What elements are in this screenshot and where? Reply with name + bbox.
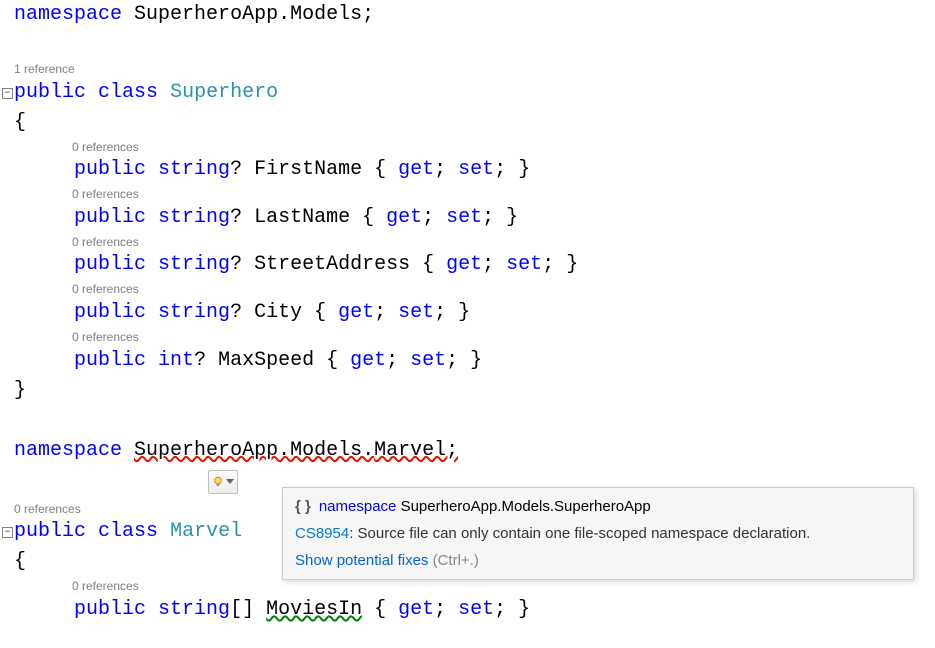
prop-maxspeed[interactable]: public int? MaxSpeed { get; set; }	[2, 346, 935, 376]
chevron-down-icon	[226, 479, 234, 484]
namespace-error: SuperheroApp.Models.Marvel;	[134, 439, 458, 462]
prop-firstname[interactable]: public string? FirstName { get; set; }	[2, 155, 935, 185]
blank-line	[2, 406, 935, 436]
class-references[interactable]: 1 reference	[2, 62, 935, 78]
prop-references[interactable]: 0 references	[2, 140, 935, 156]
line-class-decl[interactable]: public class Superhero	[2, 78, 935, 108]
prop-warning: MoviesIn	[266, 598, 362, 621]
tooltip-error-msg: CS8954: Source file can only contain one…	[295, 525, 901, 542]
prop-moviesin[interactable]: public string[] MoviesIn { get; set; }	[2, 595, 935, 625]
namespace-name: SuperheroApp.Models;	[134, 3, 374, 26]
prop-city[interactable]: public string? City { get; set; }	[2, 298, 935, 328]
close-brace: }	[2, 376, 935, 406]
prop-references[interactable]: 0 references	[2, 282, 935, 298]
line-namespace-1[interactable]: namespace SuperheroApp.Models;	[2, 0, 935, 30]
prop-references[interactable]: 0 references	[2, 330, 935, 346]
namespace-brace-icon: { }	[295, 498, 311, 515]
prop-references[interactable]: 0 references	[2, 187, 935, 203]
prop-streetaddress[interactable]: public string? StreetAddress { get; set;…	[2, 250, 935, 280]
blank-line	[2, 30, 935, 60]
tooltip-header: { } namespace SuperheroApp.Models.Superh…	[295, 498, 901, 515]
kw-namespace: namespace	[14, 3, 122, 26]
show-fixes-link[interactable]: Show potential fixes (Ctrl+.)	[295, 552, 901, 569]
prop-references[interactable]: 0 references	[2, 235, 935, 251]
fold-toggle-icon[interactable]: −	[2, 88, 13, 99]
prop-lastname[interactable]: public string? LastName { get; set; }	[2, 203, 935, 233]
prop-references[interactable]: 0 references	[2, 579, 935, 595]
line-namespace-2[interactable]: namespace SuperheroApp.Models.Marvel;	[2, 436, 935, 466]
error-code: CS8954	[295, 525, 349, 542]
class-name: Superhero	[170, 81, 278, 104]
error-tooltip: { } namespace SuperheroApp.Models.Superh…	[282, 487, 914, 580]
open-brace: {	[2, 108, 935, 138]
class-name: Marvel	[170, 520, 242, 543]
lightbulb-icon	[212, 476, 224, 488]
fold-toggle-icon[interactable]: −	[2, 527, 13, 538]
lightbulb-button[interactable]	[208, 470, 238, 494]
